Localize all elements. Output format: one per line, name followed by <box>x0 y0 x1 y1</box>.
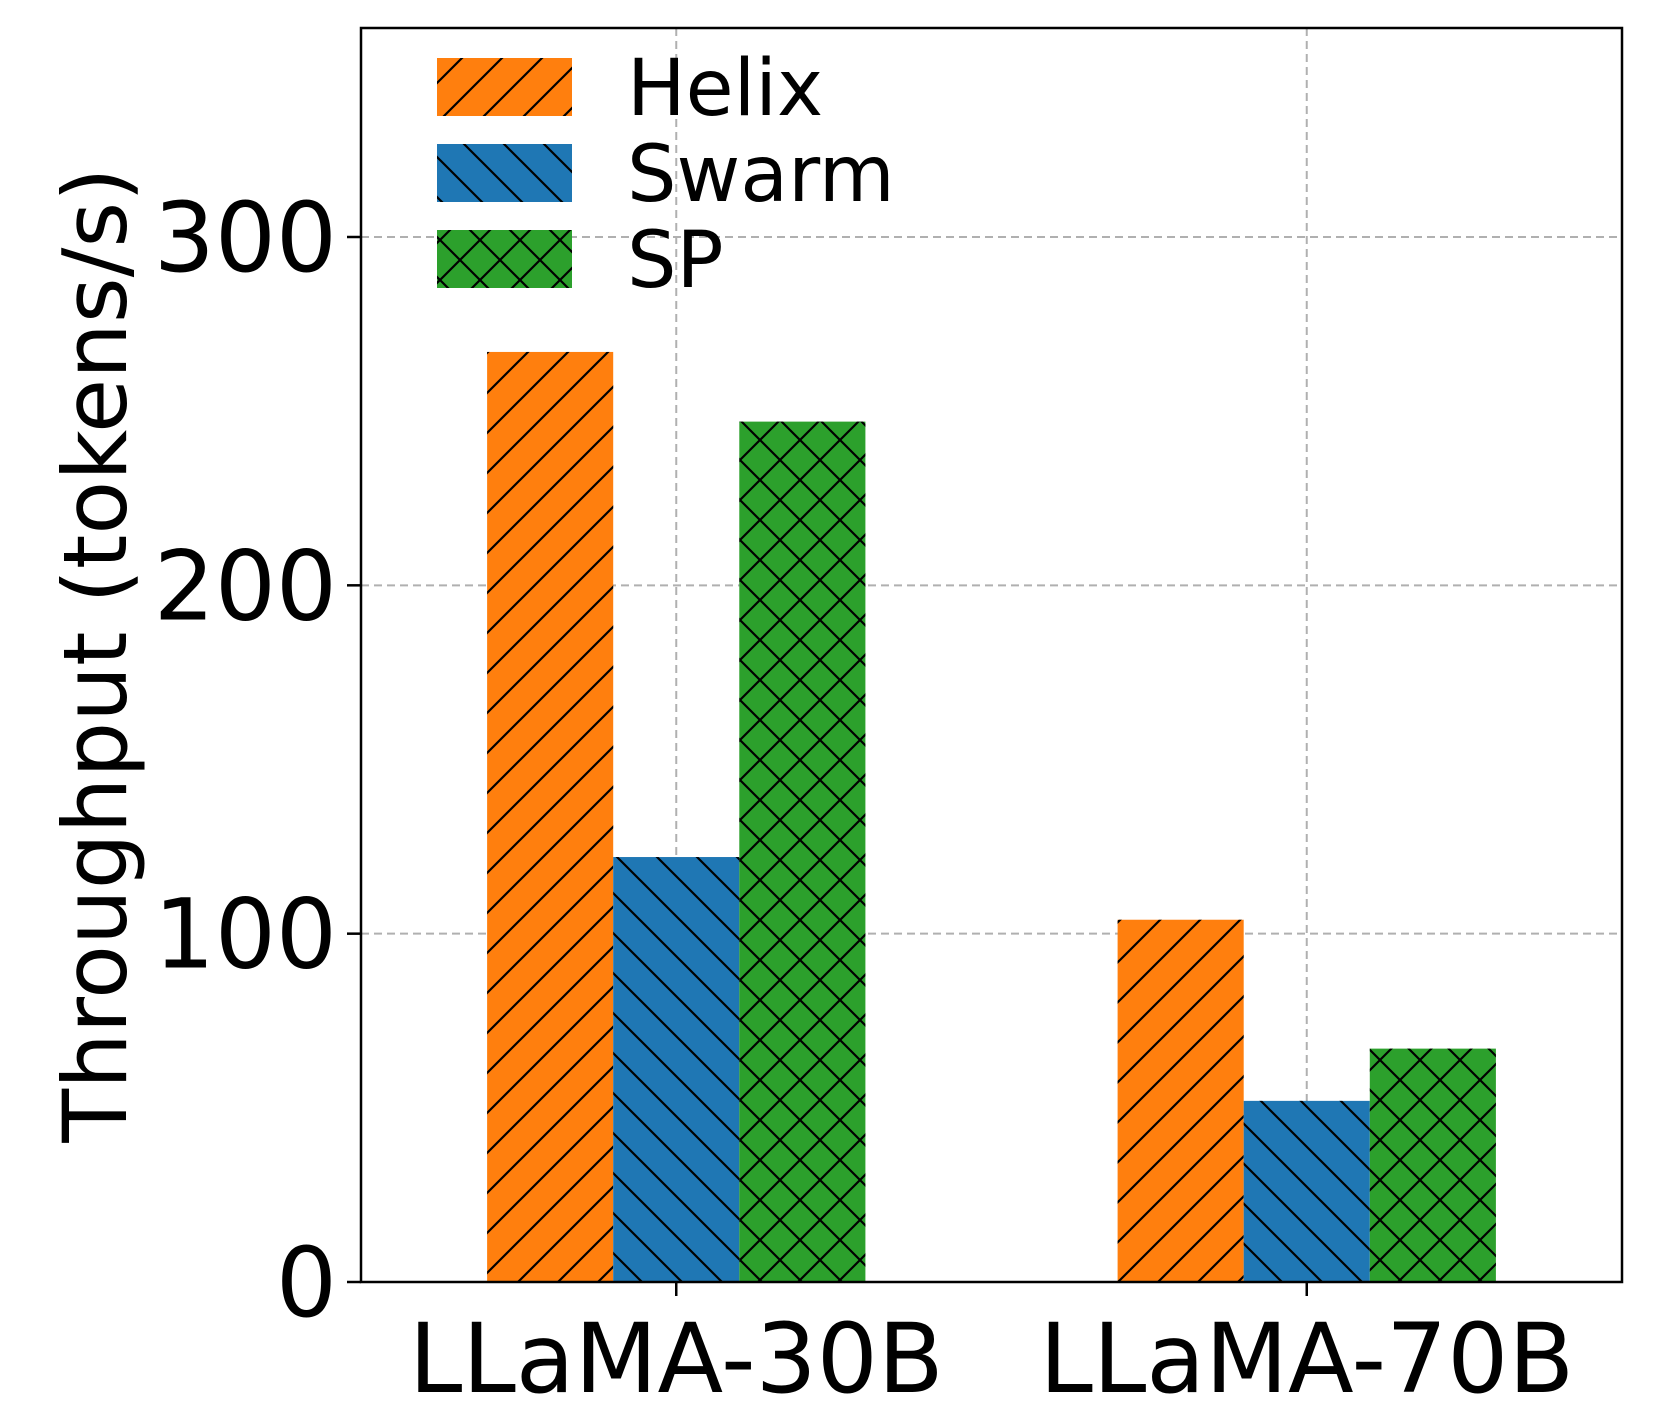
x-tick-label: LLaMA-30B <box>409 1303 944 1415</box>
legend-swatch-hatch <box>437 230 572 288</box>
y-tick-label: 0 <box>276 1227 337 1339</box>
y-tick-label: 300 <box>154 182 337 294</box>
legend-label: Helix <box>627 44 823 134</box>
y-tick-label: 200 <box>154 530 337 642</box>
bar-hatch <box>1243 1100 1370 1282</box>
y-axis-label: Throughput (tokens/s) <box>44 167 147 1143</box>
y-tick-label: 100 <box>154 879 337 991</box>
plot-frame <box>359 26 1624 1284</box>
bar-hatch <box>1117 919 1244 1282</box>
bar-hatch <box>739 421 866 1282</box>
bar-hatch <box>1369 1048 1496 1282</box>
x-tick-label: LLaMA-70B <box>1039 1303 1574 1415</box>
legend-swatch-hatch <box>437 144 572 202</box>
legend-swatch-hatch <box>437 58 572 116</box>
legend-label: SP <box>627 216 724 306</box>
axis-ticks: 0 100 200 300 LLaMA-30B LLaMA-70B <box>154 182 1574 1415</box>
bar-hatch <box>487 351 614 1282</box>
legend-label: Swarm <box>627 130 895 220</box>
bar-hatch <box>613 857 740 1282</box>
bars <box>487 351 1496 1282</box>
